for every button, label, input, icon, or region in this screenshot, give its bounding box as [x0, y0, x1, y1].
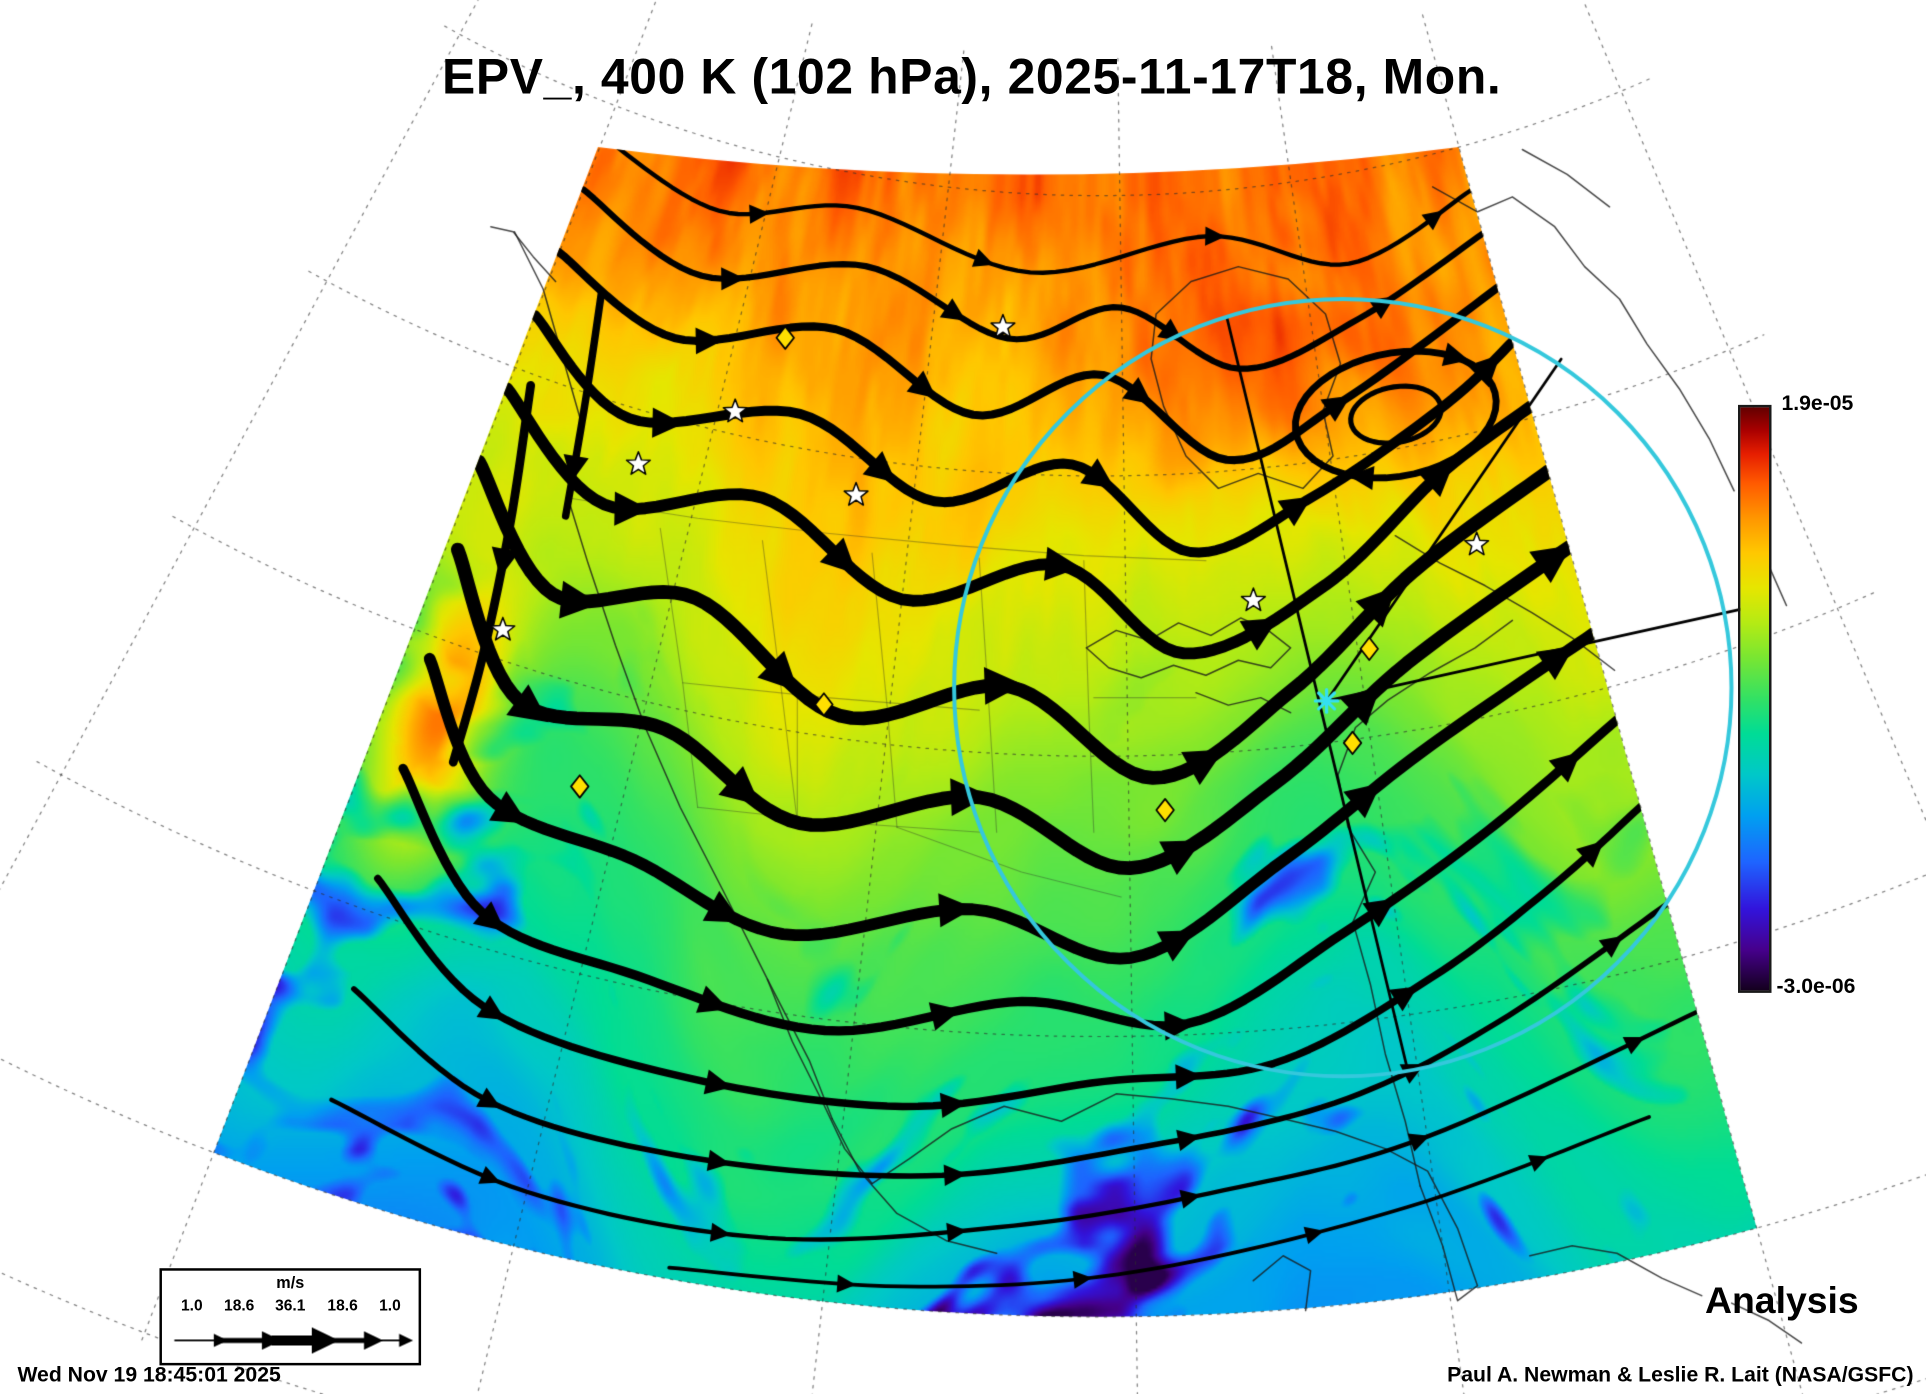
wind-legend-value: 36.1 [275, 1296, 306, 1315]
wind-legend-arrow-scale [161, 1325, 419, 1361]
wind-legend-value: 1.0 [379, 1296, 401, 1315]
colorbar-min-label: -3.0e-06 [1776, 974, 1856, 998]
colorbar-gradient [1737, 404, 1772, 993]
wind-legend-unit: m/s [276, 1273, 305, 1292]
colorbar-max-label: 1.9e-05 [1781, 391, 1854, 415]
wind-speed-legend: m/s 1.0 18.6 36.1 18.6 1.0 [159, 1268, 422, 1366]
wind-legend-value: 18.6 [327, 1296, 358, 1315]
wind-legend-value: 1.0 [181, 1296, 203, 1315]
credit: Paul A. Newman & Leslie R. Lait (NASA/GS… [1447, 1362, 1914, 1387]
timestamp: Wed Nov 19 18:45:01 2025 [17, 1362, 281, 1387]
analysis-label: Analysis [1704, 1280, 1859, 1322]
wind-legend-value: 18.6 [224, 1296, 255, 1315]
page-title: EPV_, 400 K (102 hPa), 2025-11-17T18, Mo… [442, 49, 1502, 105]
